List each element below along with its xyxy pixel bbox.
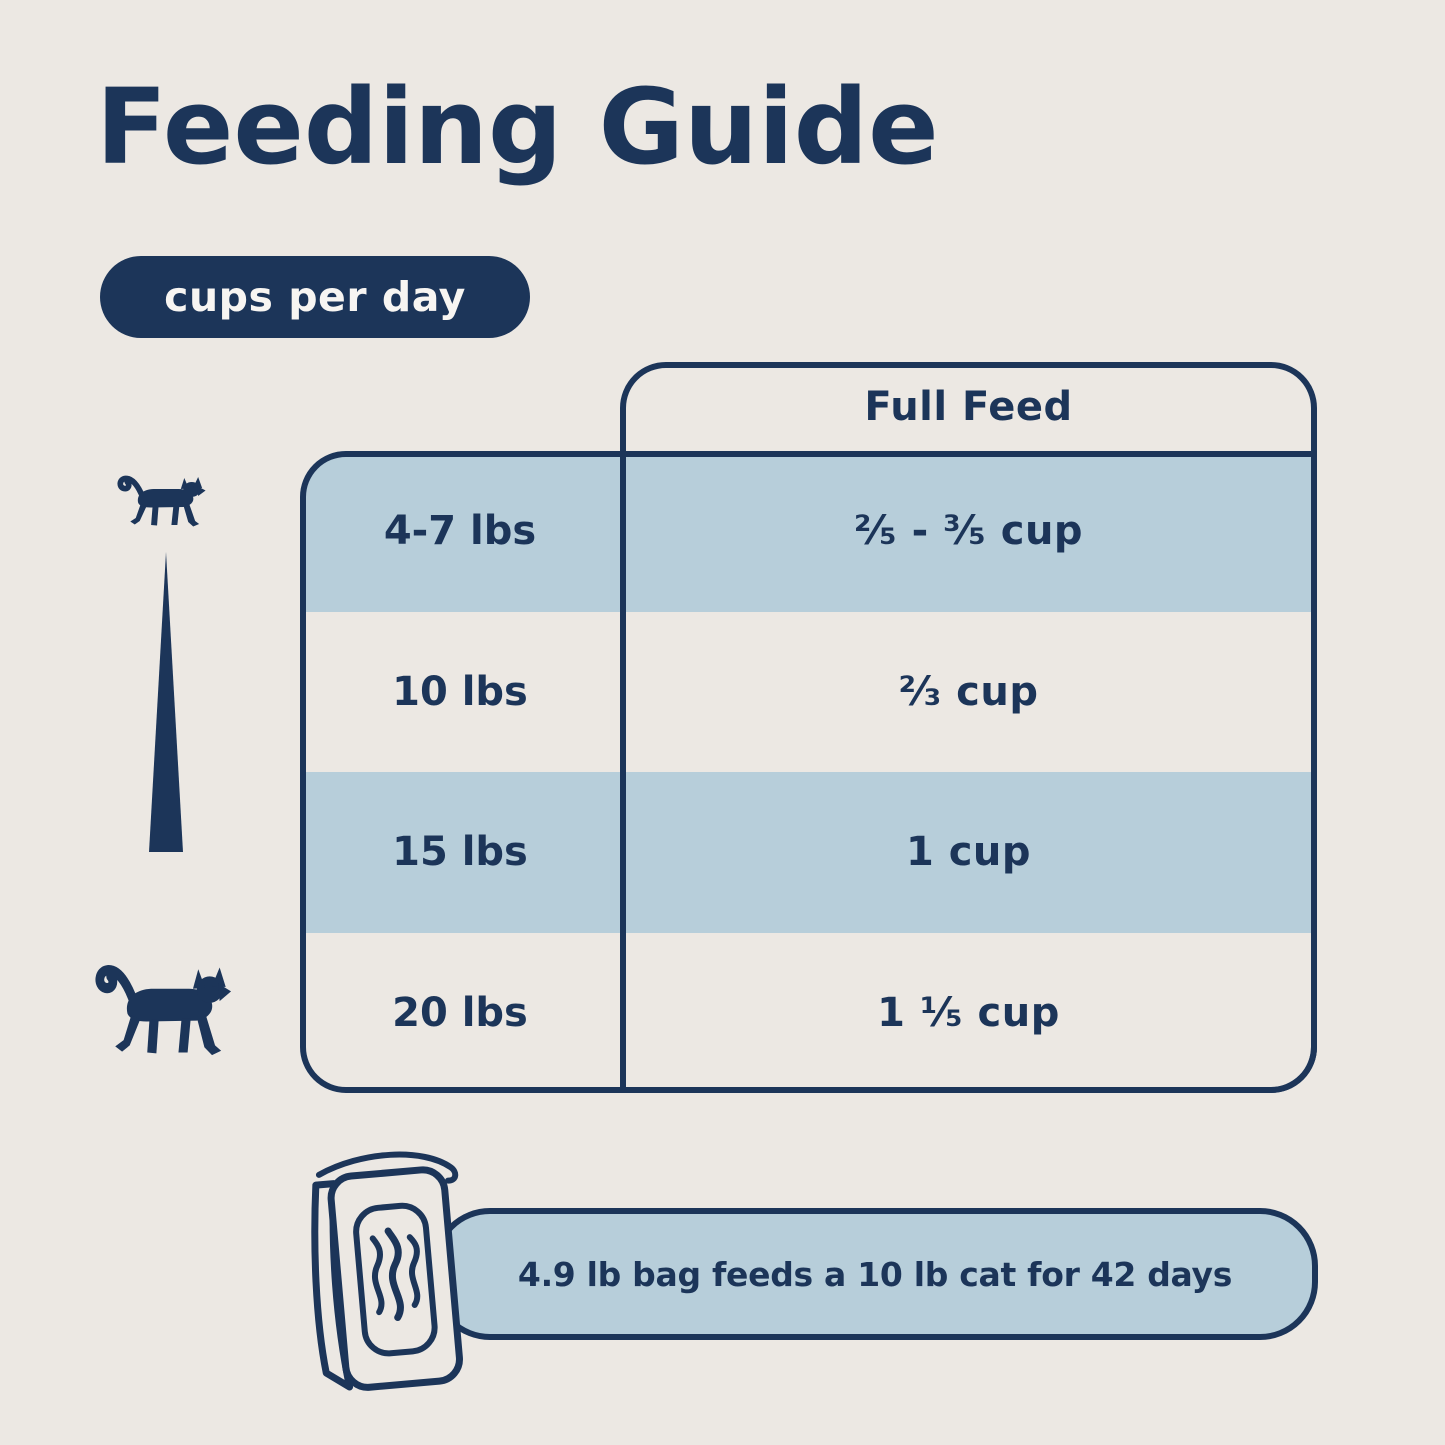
small-cat-icon [117, 475, 206, 527]
table-row: 15 lbs 1 cup [300, 772, 1317, 933]
food-bag-icon [311, 1151, 463, 1391]
amount-cell: ²⁄₅ - ³⁄₅ cup [853, 508, 1084, 555]
table-row: 4-7 lbs ²⁄₅ - ³⁄₅ cup [300, 451, 1317, 612]
size-scale-wedge [149, 552, 183, 852]
column-header-full-feed: Full Feed [864, 383, 1073, 430]
page-title: Feeding Guide [96, 66, 939, 188]
weight-cell: 15 lbs [392, 829, 528, 876]
weight-cell: 4-7 lbs [383, 508, 537, 555]
unit-badge: cups per day [100, 256, 530, 338]
weight-cell: 10 lbs [392, 668, 528, 715]
amount-cell: ²⁄₃ cup [898, 668, 1039, 715]
table-row: 10 lbs ²⁄₃ cup [300, 611, 1317, 772]
unit-badge-label: cups per day [164, 273, 466, 321]
amount-cell: 1 cup [905, 829, 1032, 876]
weight-cell: 20 lbs [392, 989, 528, 1036]
bag-note-text: 4.9 lb bag feeds a 10 lb cat for 42 days [517, 1254, 1233, 1294]
steam-icon [369, 1227, 421, 1322]
table-row: 20 lbs 1 ¹⁄₅ cup [300, 932, 1317, 1093]
feeding-table: 4-7 lbs ²⁄₅ - ³⁄₅ cup 10 lbs ²⁄₃ cup 15 … [300, 451, 1317, 1093]
large-cat-icon [95, 965, 232, 1056]
bag-note-pill: 4.9 lb bag feeds a 10 lb cat for 42 days [432, 1208, 1318, 1340]
amount-cell: 1 ¹⁄₅ cup [877, 989, 1060, 1036]
